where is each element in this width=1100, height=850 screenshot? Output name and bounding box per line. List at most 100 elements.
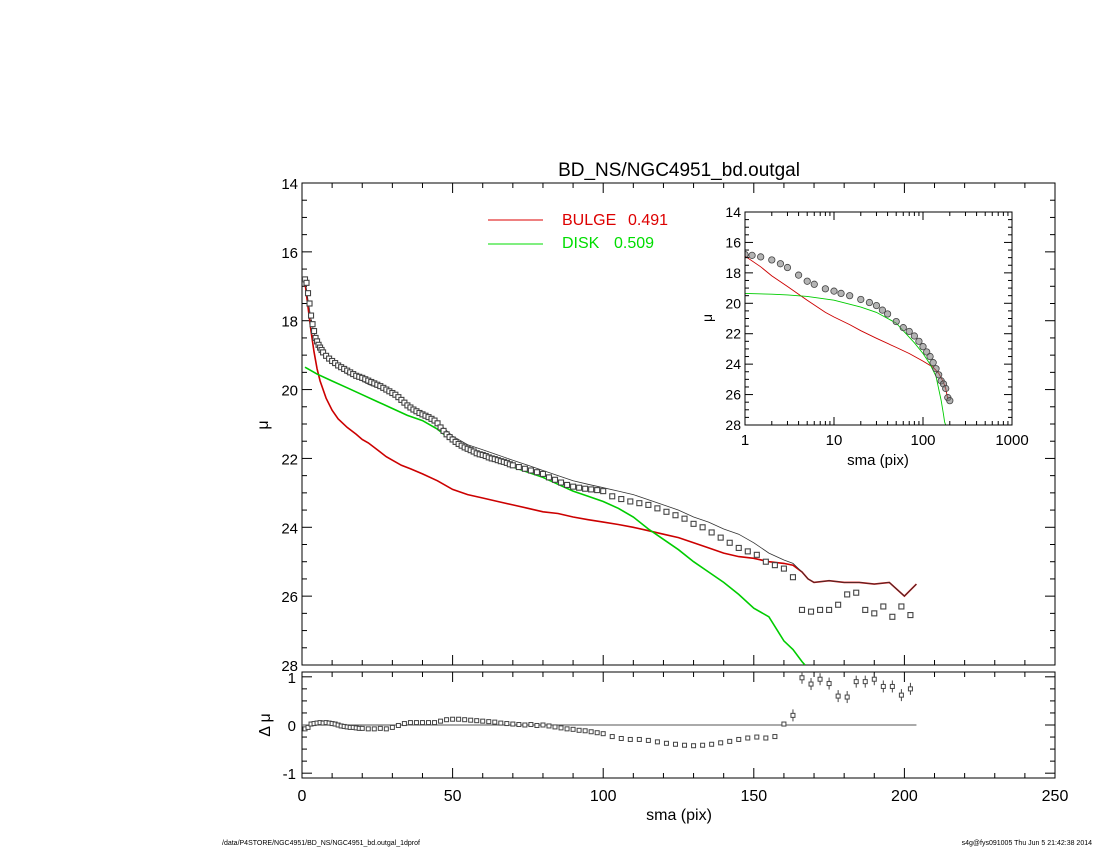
residual-point bbox=[389, 724, 395, 730]
residual-point bbox=[305, 724, 311, 730]
residual-y-axis-label: Δ μ bbox=[257, 713, 274, 736]
residual-point bbox=[498, 720, 504, 726]
residual-point bbox=[790, 712, 796, 718]
main-y-tick-label: 16 bbox=[281, 245, 298, 262]
data-point bbox=[515, 463, 522, 471]
inset-data-point bbox=[878, 306, 887, 314]
inset-x-tick-label: 1 bbox=[741, 432, 749, 449]
residual-point bbox=[871, 676, 877, 682]
data-point bbox=[588, 486, 595, 493]
inset-data-point bbox=[865, 298, 874, 307]
data-point bbox=[817, 606, 824, 613]
residual-point bbox=[736, 736, 742, 742]
residual-point bbox=[618, 735, 624, 741]
inset-plot-bg bbox=[745, 212, 1012, 425]
inset-y-tick-label: 26 bbox=[725, 387, 741, 403]
residual-point bbox=[645, 737, 651, 743]
data-point bbox=[309, 321, 316, 328]
residual-point bbox=[700, 742, 706, 748]
inset-x-axis-label: sma (pix) bbox=[847, 452, 909, 469]
data-point bbox=[618, 496, 625, 503]
residual-point bbox=[727, 738, 733, 744]
main-y-tick-label: 20 bbox=[281, 383, 298, 400]
main-plot: BD_NS/NGC4951_bd.outgal 14 16 18 20 22 24 26 28… bbox=[255, 160, 1056, 675]
residual-point bbox=[781, 721, 787, 727]
data-point bbox=[303, 279, 310, 286]
residual-point bbox=[682, 742, 688, 748]
data-point bbox=[681, 515, 688, 522]
inset-data-point bbox=[846, 292, 854, 300]
residual-point bbox=[588, 729, 594, 735]
data-point bbox=[539, 470, 547, 477]
residual-point bbox=[468, 717, 474, 723]
residual-point bbox=[528, 722, 534, 728]
data-point bbox=[771, 562, 778, 569]
inset-data-point bbox=[883, 310, 892, 318]
main-series bbox=[302, 276, 917, 665]
residual-series bbox=[302, 671, 917, 749]
residual-point bbox=[516, 722, 522, 728]
residual-point bbox=[371, 726, 377, 732]
data-point bbox=[753, 551, 760, 558]
inset-data-point bbox=[926, 352, 934, 361]
data-point bbox=[807, 608, 815, 615]
data-point bbox=[826, 606, 833, 613]
residual-point bbox=[862, 679, 868, 685]
inset-data-point bbox=[821, 285, 829, 293]
residual-point bbox=[504, 721, 510, 727]
data-point bbox=[306, 300, 313, 307]
data-point bbox=[744, 548, 751, 555]
inset-data-point bbox=[810, 280, 818, 288]
inset-line-disk bbox=[745, 292, 947, 425]
residual-point bbox=[627, 736, 633, 742]
data-point bbox=[880, 603, 887, 610]
data-point bbox=[735, 544, 742, 551]
residual-point bbox=[359, 725, 365, 731]
residual-point bbox=[853, 679, 859, 685]
legend: BULGE 0.491 DISK 0.509 bbox=[488, 212, 668, 252]
data-point bbox=[672, 512, 679, 519]
data-point bbox=[853, 589, 860, 596]
residual-point bbox=[817, 676, 823, 682]
data-point bbox=[609, 493, 616, 500]
inset-data-point bbox=[932, 365, 940, 373]
data-point bbox=[310, 327, 318, 335]
residual-point bbox=[522, 722, 528, 728]
footer-file-path: /data/P4STORE/NGC4951/BD_NS/NGC4951_bd.o… bbox=[222, 840, 420, 847]
main-y-axis-label: μ bbox=[255, 420, 272, 429]
footer-timestamp: s4g@fys091005 Thu Jun 5 21:42:38 2014 bbox=[961, 840, 1092, 847]
inset-y-tick-label: 16 bbox=[725, 234, 741, 250]
residual-point bbox=[609, 734, 615, 740]
main-series-clipped bbox=[302, 276, 917, 665]
residual-point bbox=[419, 720, 425, 726]
residual-point bbox=[480, 718, 486, 724]
data-point bbox=[862, 606, 869, 613]
residual-point bbox=[395, 722, 401, 728]
data-point bbox=[636, 500, 643, 507]
residual-point bbox=[492, 719, 498, 725]
inset-data-point bbox=[892, 317, 900, 326]
data-point bbox=[304, 290, 312, 297]
data-point bbox=[844, 591, 851, 598]
legend-bulge-label: BULGE bbox=[562, 212, 616, 229]
inset-plot: 14 16 18 20 22 24 26 281 10 100 1000 μ sma (pix) bbox=[699, 204, 1029, 469]
inset-x-tick-label: 10 bbox=[826, 432, 843, 449]
residual-point bbox=[718, 740, 724, 746]
legend-bulge-value: 0.491 bbox=[628, 212, 668, 229]
data-point bbox=[907, 612, 914, 619]
data-point bbox=[582, 485, 589, 492]
residual-y-tick-label: 1 bbox=[288, 670, 296, 687]
residual-point bbox=[709, 741, 715, 747]
data-point bbox=[564, 481, 571, 488]
inset-data-point bbox=[803, 277, 811, 285]
residual-point bbox=[835, 693, 841, 699]
residual-point bbox=[826, 681, 832, 687]
inset-data-point bbox=[942, 384, 950, 393]
data-point bbox=[545, 474, 553, 481]
residual-point bbox=[462, 717, 468, 723]
inset-data-point bbox=[899, 324, 907, 332]
data-point bbox=[708, 529, 715, 536]
data-point bbox=[557, 479, 565, 486]
main-y-tick-label: 26 bbox=[281, 589, 298, 606]
